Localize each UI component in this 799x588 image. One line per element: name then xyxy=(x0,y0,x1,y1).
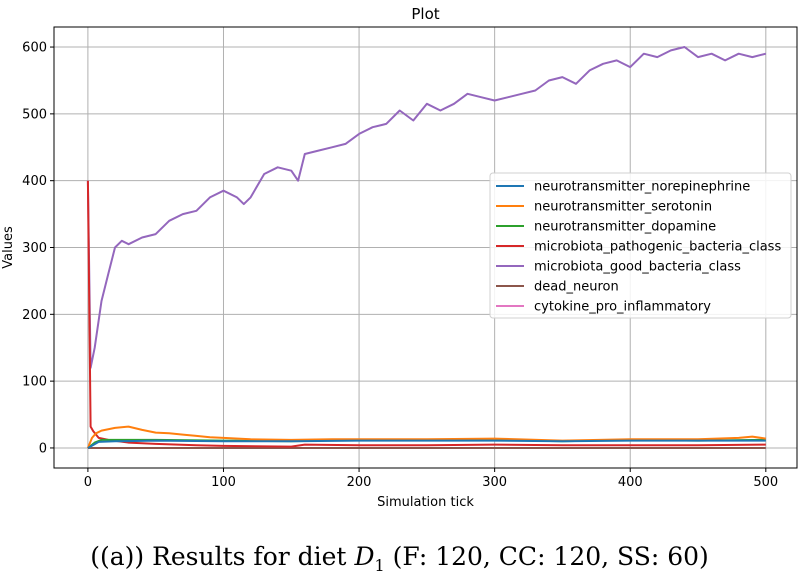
figure-caption: ((a)) Results for diet D1 (F: 120, CC: 1… xyxy=(90,542,709,575)
y-tick-label: 0 xyxy=(39,441,47,456)
chart-title: Plot xyxy=(411,5,439,23)
x-tick-label: 0 xyxy=(84,475,92,490)
y-tick-label: 600 xyxy=(22,41,47,56)
x-tick-label: 400 xyxy=(618,475,643,490)
series-line-microbiota_good_bacteria_class xyxy=(86,46,767,369)
y-tick-label: 500 xyxy=(22,107,47,122)
x-tick-label: 100 xyxy=(211,475,236,490)
line-chart: 0 100 200 300 400 500 0 100 200 300 400 500 600 Plot S… xyxy=(1,5,798,510)
legend-label: cytokine_pro_inflammatory xyxy=(534,300,711,315)
x-tick-label: 300 xyxy=(482,475,507,490)
y-tick-label: 100 xyxy=(22,375,47,390)
y-tick-label: 400 xyxy=(22,174,47,189)
legend-label: neurotransmitter_dopamine xyxy=(534,220,716,235)
legend-label: microbiota_pathogenic_bacteria_class xyxy=(534,240,781,255)
series-line-neurotransmitter_serotonin xyxy=(86,425,766,449)
plot-frame xyxy=(53,26,798,469)
series-line-microbiota_pathogenic_bacteria_class xyxy=(86,180,766,448)
legend xyxy=(489,172,792,319)
legend-label: microbiota_good_bacteria_class xyxy=(534,260,741,275)
series-line-neurotransmitter_norepinephrine xyxy=(87,439,766,449)
x-tick-label: 500 xyxy=(753,475,778,490)
legend-label: neurotransmitter_norepinephrine xyxy=(534,180,750,195)
x-tick-label: 200 xyxy=(347,475,372,490)
y-tick-label: 200 xyxy=(22,308,47,323)
y-axis-label: Values xyxy=(1,226,16,269)
x-axis-label: Simulation tick xyxy=(377,495,474,510)
y-tick-label: 300 xyxy=(22,241,47,256)
legend-label: dead_neuron xyxy=(534,280,619,295)
legend-label: neurotransmitter_serotonin xyxy=(534,200,712,215)
